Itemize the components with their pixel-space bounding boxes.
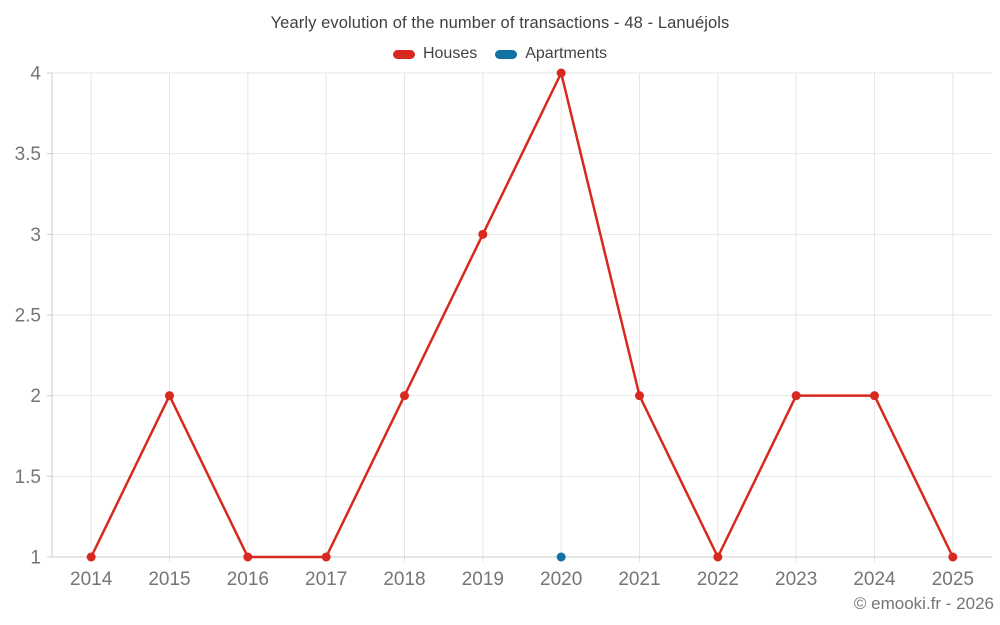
houses-legend-swatch-icon [392, 49, 415, 59]
houses-point [948, 552, 958, 562]
y-axis-label: 3 [30, 225, 41, 246]
legend-item-apartments[interactable]: Apartments [495, 45, 607, 63]
houses-line [89, 71, 955, 559]
x-axis-label: 2020 [540, 569, 582, 590]
houses-point [165, 391, 174, 401]
copyright: © emooki.fr - 2026 [853, 594, 994, 613]
x-axis-label: 2014 [70, 569, 113, 590]
legend: Houses Apartments [0, 45, 1000, 63]
houses-point [86, 552, 96, 562]
houses-point [791, 391, 801, 401]
x-axis-label: 2024 [853, 569, 896, 590]
houses-point [870, 391, 879, 401]
apartments-legend-label: Apartments [525, 45, 608, 62]
houses-point [243, 552, 253, 562]
apartments-legend-swatch-icon [495, 49, 518, 59]
x-axis-label: 2019 [462, 569, 504, 590]
x-axis-label: 2023 [775, 569, 817, 590]
x-axis-label: 2017 [305, 569, 347, 590]
houses-point [400, 391, 409, 401]
y-axis-label: 2.5 [15, 306, 41, 327]
y-axis-label: 4 [30, 64, 41, 85]
y-axis-label: 1.5 [15, 467, 41, 488]
houses-point [321, 552, 331, 562]
x-axis-label: 2022 [697, 569, 739, 590]
legend-item-houses[interactable]: Houses [392, 45, 478, 63]
y-axis-label: 3.5 [15, 144, 41, 165]
x-axis-label: 2025 [932, 569, 974, 590]
x-axis-label: 2021 [618, 569, 660, 590]
x-axis-label: 2016 [227, 569, 269, 590]
houses-point [478, 229, 488, 239]
x-axis-label: 2018 [383, 569, 425, 590]
y-axis-label: 2 [30, 386, 41, 407]
y-axis-label: 1 [30, 548, 41, 569]
chart-title: Yearly evolution of the number of transa… [270, 14, 730, 32]
x-axis-label: 2015 [148, 569, 190, 590]
houses-point [556, 68, 566, 78]
houses-legend-label: Houses [422, 45, 478, 62]
houses-point [713, 552, 723, 562]
houses-point [635, 391, 644, 401]
apartments-point [556, 552, 566, 562]
